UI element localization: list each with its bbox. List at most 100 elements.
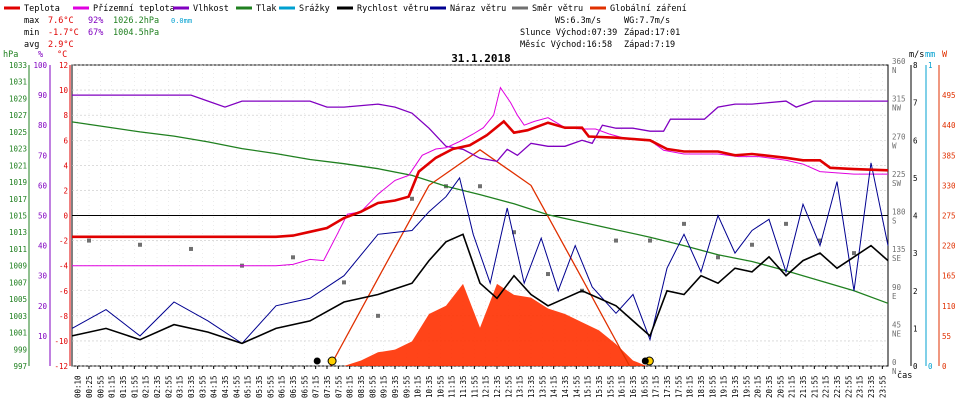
pressure-tick-label: 1027 (9, 111, 27, 120)
radiation-tick-label: 0 (942, 362, 947, 371)
x-tick-label: 08:15 (346, 375, 355, 398)
x-tick-label: 06:15 (278, 375, 287, 398)
x-tick-label: 16:35 (629, 375, 638, 398)
pressure-tick-label: 1013 (9, 228, 27, 237)
x-tick-label: 09:15 (380, 375, 389, 398)
x-tick-label: 02:55 (164, 375, 173, 398)
radiation-axis-label: W (942, 50, 948, 60)
stat-max-rain: 0.0mm (171, 17, 192, 25)
x-tick-label: 07:35 (323, 375, 332, 398)
wind-dir-name-label: NW (892, 104, 902, 113)
x-tick-label: 14:35 (561, 375, 570, 398)
sun-rise-info: Slunce Východ:07:39 (520, 28, 617, 38)
wind-dir-name-label: S (892, 217, 897, 226)
x-tick-label: 05:55 (266, 375, 275, 398)
wind-dir-name-label: SW (892, 179, 902, 188)
humidity-tick-label: 10 (38, 332, 48, 341)
humidity-tick-label: 90 (38, 91, 48, 100)
humidity-tick-label: 100 (33, 61, 47, 70)
rain-axis-label: mm (925, 50, 935, 60)
wind-speed-tick-label: 8 (913, 61, 918, 70)
wind-dir-point (784, 221, 788, 226)
pressure-tick-label: 999 (13, 345, 27, 354)
x-tick-label: 09:35 (391, 375, 400, 398)
plot-grid (71, 64, 889, 367)
pressure-tick-label: 997 (13, 362, 27, 371)
x-tick-label: 17:15 (652, 375, 661, 398)
wind-dir-point (376, 313, 380, 318)
x-tick-label: 03:15 (176, 375, 185, 398)
legend-label: Rychlost větru (357, 4, 429, 14)
wind-dir-point (716, 255, 720, 260)
sun-set-info: Západ:17:01 (624, 28, 680, 38)
x-tick-label: 20:55 (776, 375, 785, 398)
temperature-tick-label: -8 (59, 312, 69, 321)
legend-label: Teplota (24, 4, 60, 14)
wind-dir-point (478, 184, 482, 189)
legend-label: Směr větru (532, 4, 583, 14)
legend-label: Náraz větru (450, 4, 506, 14)
moon-marker-icon (313, 357, 321, 365)
x-tick-label: 03:55 (198, 375, 207, 398)
left-axes: 997 999 1001 1003 1005 1007 1009 1011 1013 1015 10… (9, 61, 71, 371)
moon-set-info: Západ:7:19 (624, 40, 675, 50)
humidity-tick-label: 70 (38, 151, 48, 160)
wind-dir-tick-label: 0 (892, 358, 897, 367)
temperature-tick-label: 8 (63, 111, 68, 120)
wind-dir-point (750, 242, 754, 247)
stat-max-label: max (24, 16, 39, 26)
x-tick-label: 11:15 (448, 375, 457, 398)
pressure-tick-label: 1025 (9, 128, 27, 137)
pressure-tick-label: 1001 (9, 329, 27, 338)
radiation-theoretical-line (329, 149, 631, 367)
humidity-tick-label: 30 (38, 272, 48, 281)
humidity-tick-label: 50 (38, 212, 48, 221)
wind-speed-tick-label: 6 (913, 136, 918, 145)
x-tick-label: 02:35 (153, 375, 162, 398)
x-tick-label: 13:35 (527, 375, 536, 398)
wind-dir-tick-label: 45 (892, 320, 901, 329)
x-tick-label: 10:35 (425, 375, 434, 398)
moon-marker-icon (641, 357, 649, 365)
wind-speed-tick-label: 0 (913, 362, 918, 371)
x-tick-label: 21:15 (788, 375, 797, 398)
wind-dir-tick-label: 180 (892, 208, 906, 217)
x-axis-label: čas (897, 370, 912, 381)
temperature-tick-label: -4 (59, 262, 69, 271)
moon-rise-info: Měsíc Východ:16:58 (520, 40, 612, 50)
x-tick-label: 05:35 (255, 375, 264, 398)
x-tick-label: 13:15 (516, 375, 525, 398)
wind-dir-point (189, 246, 193, 251)
x-tick-label: 12:35 (493, 375, 502, 398)
x-tick-label: 23:35 (867, 375, 876, 398)
wind-dir-tick-label: 270 (892, 132, 906, 141)
pressure-tick-label: 1011 (9, 245, 27, 254)
legend-label: Globální záření (610, 4, 687, 14)
wind-dir-tick-label: 360 (892, 57, 906, 66)
x-tick-label: 02:15 (142, 375, 151, 398)
wind-speed-tick-label: 5 (913, 174, 918, 183)
pressure-tick-label: 1033 (9, 61, 27, 70)
x-tick-label: 04:55 (232, 375, 241, 398)
radiation-tick-label: 165 (942, 272, 956, 281)
temperature-tick-label: -2 (59, 237, 68, 246)
stat-max-hum: 92% (88, 16, 103, 26)
radiation-tick-label: 440 (942, 121, 956, 130)
rain-tick-label: 1 (928, 61, 933, 70)
legend-label: Vlhkost (193, 4, 229, 14)
pressure-tick-label: 1017 (9, 195, 27, 204)
x-tick-label: 13:55 (538, 375, 547, 398)
legend-label: Tlak (256, 4, 276, 14)
wind-speed-tick-label: 7 (913, 99, 918, 108)
wind-dir-name-label: SE (892, 254, 902, 263)
wind-speed-tick-label: 1 (913, 324, 918, 333)
wind-dir-point (410, 196, 414, 201)
x-tick-label: 18:55 (708, 375, 717, 398)
wind-dir-name-label: NE (892, 329, 902, 338)
temperature-tick-label: 12 (59, 61, 68, 70)
x-tick-label: 15:15 (584, 375, 593, 398)
wind-dir-name-label: N (892, 66, 897, 75)
pressure-line (71, 121, 889, 304)
temperature-tick-label: -6 (59, 287, 69, 296)
wind-speed-info: WS:6.3m/s (555, 16, 601, 26)
